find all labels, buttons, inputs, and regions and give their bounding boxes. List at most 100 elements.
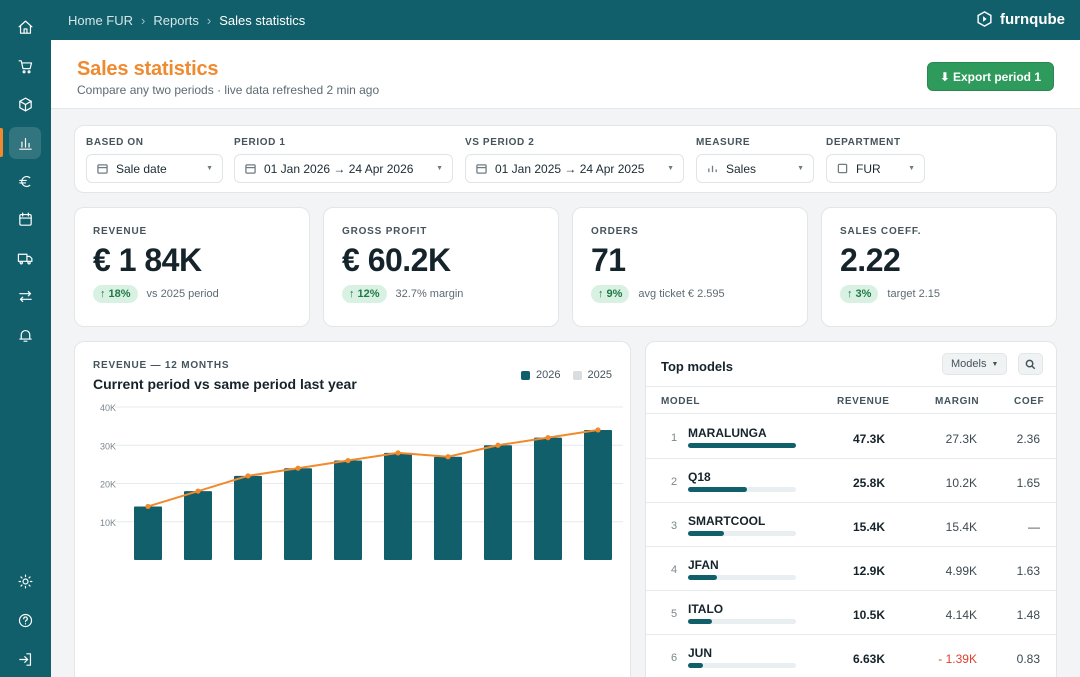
model-name: Q18 bbox=[688, 470, 711, 484]
chevron-down-icon: ▼ bbox=[436, 165, 443, 172]
page-title: Sales statistics bbox=[77, 58, 219, 80]
top-models-panel: Top models Models ▼ MODEL REVENUE MARGIN… bbox=[645, 341, 1057, 677]
kpi-footer: ↑ 12% 32.7% margin bbox=[342, 285, 463, 303]
home-icon[interactable] bbox=[9, 11, 41, 43]
arrow-up-icon: ↑ bbox=[847, 288, 853, 300]
chevron-down-icon: ▼ bbox=[206, 165, 213, 172]
kpi-label: GROSS PROFIT bbox=[342, 226, 428, 237]
column-header-revenue[interactable]: REVENUE bbox=[837, 396, 890, 407]
table-row[interactable]: 2 Q18 25.8K 10.2K 1.65 bbox=[646, 459, 1056, 503]
sun-icon[interactable] bbox=[9, 565, 41, 597]
revenue-chart: 10K 20K 30K 40K bbox=[100, 403, 623, 560]
kpi-footer: ↑ 9% avg ticket € 2.595 bbox=[591, 285, 725, 303]
bell-icon[interactable] bbox=[9, 319, 41, 351]
table-row[interactable]: 4 JFAN 12.9K 4.99K 1.63 bbox=[646, 547, 1056, 591]
line-2025 bbox=[147, 428, 599, 508]
kpi-card-sales-coeff: SALES COEFF. 2.22 ↑ 3% target 2.15 bbox=[821, 207, 1057, 327]
measure-select[interactable]: Sales ▼ bbox=[696, 154, 814, 183]
legend-item-2026[interactable]: 2026 bbox=[521, 369, 561, 381]
column-header-coef[interactable]: COEF bbox=[1014, 396, 1045, 407]
period2-select[interactable]: 01 Jan 2025 → 24 Apr 2025 ▼ bbox=[465, 154, 684, 183]
arrow-up-icon: ↑ bbox=[598, 288, 604, 300]
period1-value: 01 Jan 2026 → 24 Apr 2026 bbox=[264, 161, 414, 176]
breadcrumb-home[interactable]: Home FUR bbox=[68, 12, 134, 28]
coef-value: 2.36 bbox=[1016, 432, 1040, 446]
calendar-icon[interactable] bbox=[9, 203, 41, 235]
page-header: Sales statistics Compare any two periods… bbox=[51, 40, 1080, 109]
rank: 6 bbox=[671, 652, 678, 664]
column-header-model[interactable]: MODEL bbox=[661, 396, 701, 407]
kpi-label: REVENUE bbox=[93, 226, 147, 237]
point-2025 bbox=[595, 427, 601, 433]
point-2025 bbox=[445, 454, 451, 460]
point-2025 bbox=[545, 435, 551, 441]
rank: 4 bbox=[671, 564, 678, 576]
rank: 1 bbox=[671, 432, 678, 444]
point-2025 bbox=[195, 488, 201, 494]
cart-icon[interactable] bbox=[9, 50, 41, 82]
point-2025 bbox=[145, 503, 151, 510]
revenue-share-fill bbox=[688, 663, 704, 668]
kpi-card-orders: ORDERS 71 ↑ 9% avg ticket € 2.595 bbox=[572, 207, 808, 327]
table-row[interactable]: 3 SMARTCOOL 15.4K 15.4K — bbox=[646, 503, 1056, 547]
swap-icon[interactable] bbox=[9, 280, 41, 312]
sidebar bbox=[0, 0, 51, 677]
margin-value: 10.2K bbox=[945, 476, 977, 490]
point-2025 bbox=[245, 473, 251, 479]
models-select[interactable]: Models ▼ bbox=[942, 353, 1008, 375]
revenue-share-bar bbox=[688, 663, 796, 668]
filter-based-on: BASED ON Sale date ▼ bbox=[86, 137, 223, 183]
filter-label: VS PERIOD 2 bbox=[465, 137, 535, 148]
filter-period2: VS PERIOD 2 01 Jan 2025 → 24 Apr 2025 ▼ bbox=[465, 137, 684, 183]
filter-period1: PERIOD 1 01 Jan 2026 → 24 Apr 2026 ▼ bbox=[234, 137, 453, 183]
margin-value: 4.99K bbox=[945, 564, 977, 578]
export-button[interactable]: ⬇ Export period 1 bbox=[926, 62, 1054, 91]
table-row[interactable]: 5 ITALO 10.5K 4.14K 1.48 bbox=[646, 591, 1056, 635]
active-marker bbox=[0, 128, 3, 157]
table-row[interactable]: 1 MARALUNGA 47.3K 27.3K 2.36 bbox=[646, 415, 1056, 459]
help-icon[interactable] bbox=[9, 604, 41, 636]
department-select[interactable]: FUR ▼ bbox=[826, 154, 925, 183]
legend-item-2025[interactable]: 2025 bbox=[572, 369, 612, 381]
truck-icon[interactable] bbox=[9, 242, 41, 274]
bar-chart-icon bbox=[707, 163, 718, 174]
column-header-margin[interactable]: MARGIN bbox=[935, 396, 980, 407]
change-value: 18% bbox=[108, 288, 131, 300]
bar-chart-icon[interactable] bbox=[9, 127, 41, 159]
coef-value: 1.63 bbox=[1016, 564, 1040, 578]
revenue-share-bar bbox=[688, 619, 796, 624]
brand-name: furnqube bbox=[1000, 10, 1065, 28]
breadcrumb-current: Sales statistics bbox=[219, 12, 306, 28]
arrow-up-icon: ↑ bbox=[349, 288, 355, 300]
search-button[interactable] bbox=[1018, 353, 1043, 375]
chart-title: Current period vs same period last year bbox=[93, 376, 357, 392]
based-on-select[interactable]: Sale date ▼ bbox=[86, 154, 223, 183]
revenue-share-bar bbox=[688, 443, 796, 448]
margin-value: - 1.39K bbox=[938, 652, 977, 666]
export-button-label: Export period 1 bbox=[952, 69, 1041, 84]
revenue-chart-panel: 10K 20K 30K 40K REVENUE — 12 MONTHS Current… bbox=[74, 341, 631, 677]
kpi-note: vs 2025 period bbox=[146, 288, 219, 300]
revenue-share-bar bbox=[688, 531, 796, 536]
period1-select[interactable]: 01 Jan 2026 → 24 Apr 2026 ▼ bbox=[234, 154, 453, 183]
breadcrumb-reports[interactable]: Reports bbox=[153, 12, 199, 28]
model-name: JFAN bbox=[688, 558, 719, 572]
coef-value: 1.65 bbox=[1016, 476, 1040, 490]
filter-label: DEPARTMENT bbox=[826, 137, 901, 148]
euro-icon[interactable] bbox=[9, 165, 41, 197]
kpi-card-gross-profit: GROSS PROFIT € 60.2K ↑ 12% 32.7% margin bbox=[323, 207, 559, 327]
calendar-icon bbox=[97, 163, 108, 174]
revenue-value: 12.9K bbox=[852, 564, 885, 578]
bar-2026 bbox=[334, 460, 362, 560]
legend-label: 2025 bbox=[587, 369, 612, 381]
table-row[interactable]: 6 JUN 6.63K - 1.39K 0.83 bbox=[646, 635, 1056, 677]
chevron-down-icon: ▼ bbox=[908, 165, 915, 172]
logout-icon[interactable] bbox=[9, 643, 41, 675]
revenue-share-bar bbox=[688, 487, 796, 492]
breadcrumb: Home FUR › Reports › Sales statistics bbox=[68, 13, 305, 28]
box-icon[interactable] bbox=[9, 88, 41, 120]
coef-value: — bbox=[1028, 520, 1040, 534]
kpi-note: 32.7% margin bbox=[395, 288, 464, 300]
filter-bar: BASED ON Sale date ▼ PERIOD 1 01 Jan 202… bbox=[74, 125, 1057, 193]
arrow-up-icon: ↑ bbox=[100, 288, 106, 300]
